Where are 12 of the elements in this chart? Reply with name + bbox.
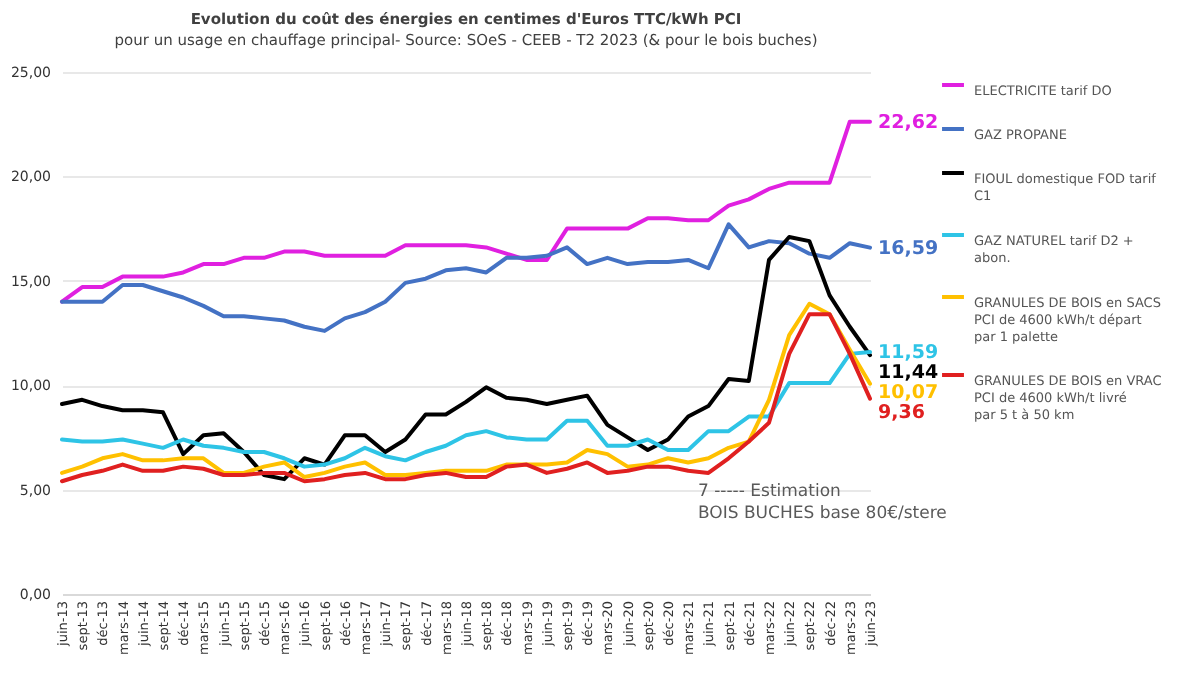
data-label: 9,36 bbox=[878, 402, 926, 424]
line-series bbox=[60, 222, 872, 333]
data-label: 16,59 bbox=[878, 237, 939, 260]
annotation: BOIS BUCHES base 80€/stere bbox=[698, 504, 947, 524]
data-label: 11,59 bbox=[878, 342, 939, 364]
data-label: 10,07 bbox=[878, 382, 939, 404]
line-series bbox=[60, 234, 872, 482]
data-label: 22,62 bbox=[878, 111, 939, 134]
data-label: 11,44 bbox=[878, 362, 939, 384]
line-series bbox=[60, 350, 872, 469]
line-series bbox=[60, 119, 872, 304]
annotation: 7 ----- Estimation bbox=[698, 482, 841, 502]
